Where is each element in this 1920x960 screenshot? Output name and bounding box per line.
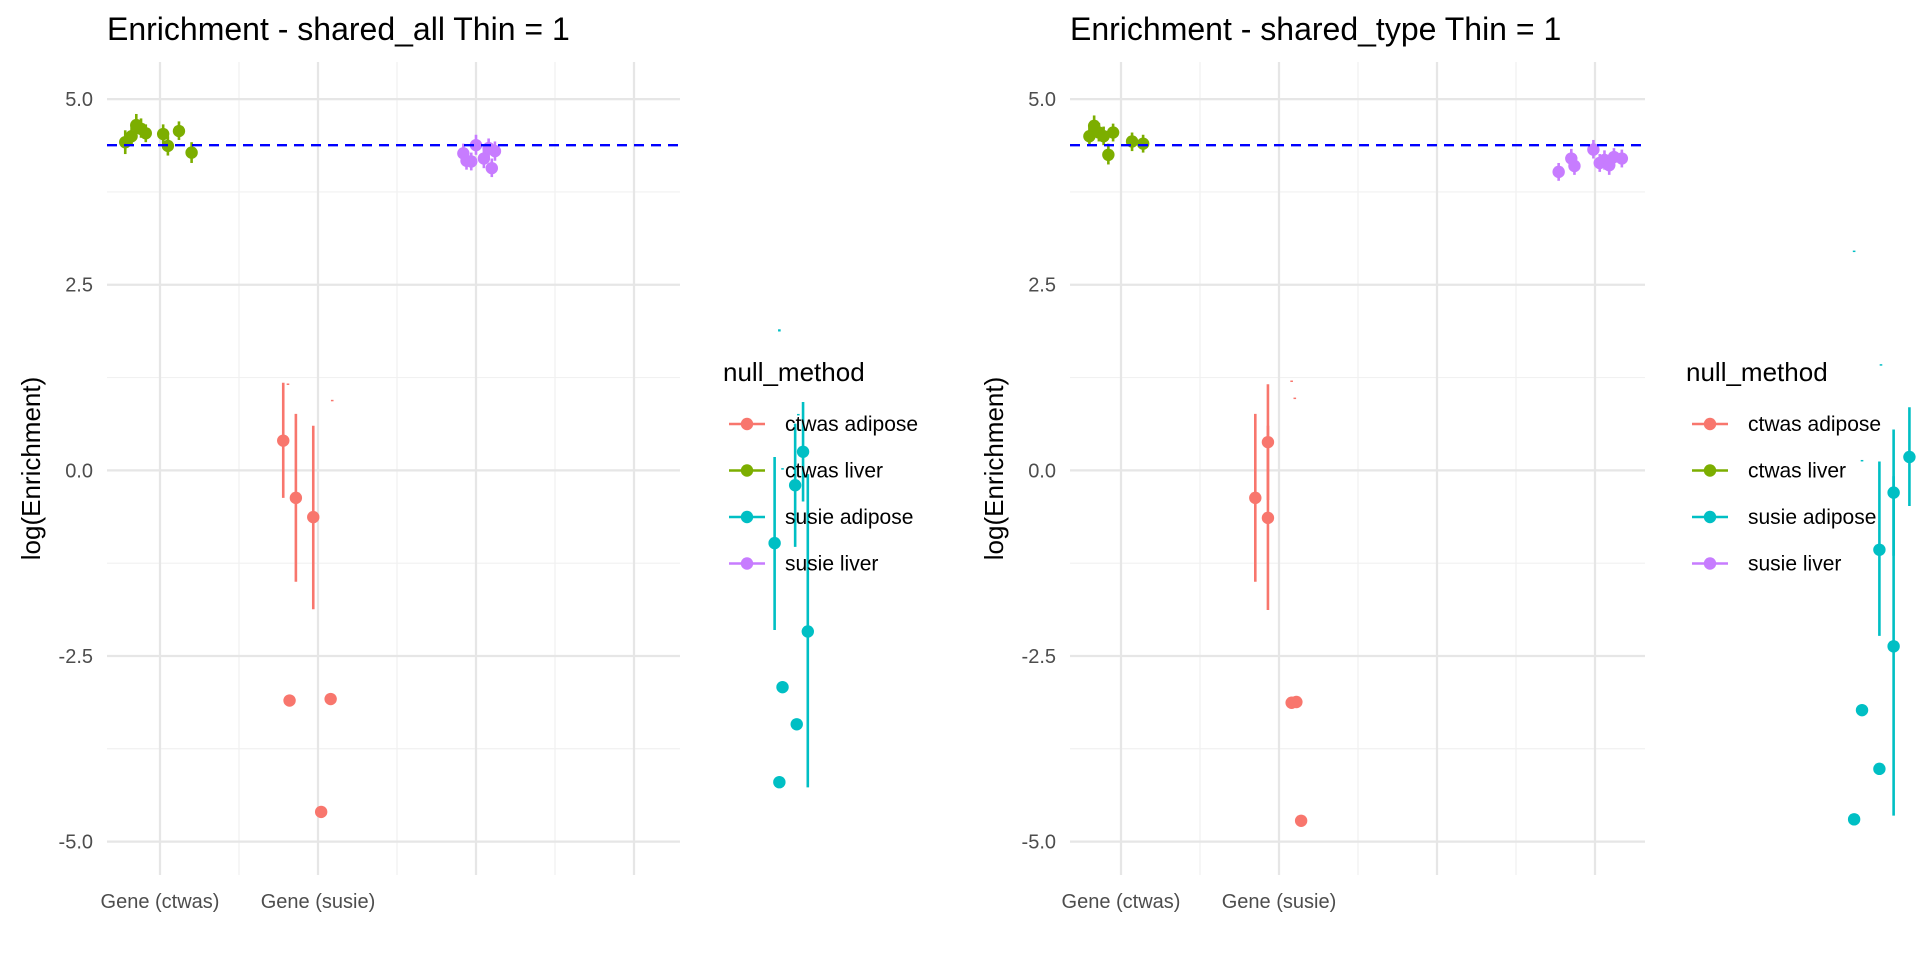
data-point: [477, 152, 491, 165]
legend-key-point: [1703, 464, 1717, 477]
data-point: [1847, 813, 1861, 826]
data-point: [768, 536, 781, 550]
panel-1: 5.0 2.5 0.0 -2.5 -5.0 Gene (ctwas) Gene (susie…: [16, 11, 918, 913]
data-point: [488, 144, 502, 158]
x-tick-label: Gene (susie): [261, 891, 376, 913]
data-point: [790, 718, 803, 731]
legend-item: ctwas liver: [729, 460, 883, 483]
legend-item: ctwas adipose: [729, 413, 918, 436]
data-point: [788, 479, 802, 492]
legend-item: susie adipose: [729, 506, 913, 529]
data-point: [1615, 152, 1629, 165]
data-point: [1097, 130, 1110, 143]
data-point: [1106, 126, 1120, 139]
data-point: [156, 127, 170, 141]
legend-label: susie liver: [1748, 553, 1841, 576]
data-point: [277, 434, 290, 447]
legend-key-point: [1703, 557, 1717, 570]
data-point: [776, 680, 789, 694]
panel-2: 5.0 2.5 0.0 -2.5 -5.0 Gene (ctwas) Gene (susie…: [979, 11, 1916, 913]
legend-key-point: [740, 417, 754, 431]
legend-key-point: [740, 510, 754, 524]
legend-item: susie liver: [729, 553, 878, 576]
data-point: [1294, 814, 1308, 827]
chart-title: Enrichment - shared_type Thin = 1: [1070, 11, 1561, 47]
y-axis-label: log(Enrichment): [16, 377, 46, 561]
data-point: [1873, 762, 1886, 776]
series-susie-liver: [1552, 139, 1629, 181]
series-susie-adipose: [1847, 250, 1916, 826]
series-ctwas-adipose: [1249, 380, 1308, 827]
data-point: [1249, 491, 1262, 505]
data-point: [307, 510, 320, 524]
legend-item: susie adipose: [1692, 506, 1876, 529]
legend-label: susie adipose: [785, 506, 913, 529]
y-tick-label: 0.0: [65, 460, 93, 482]
data-point: [1873, 543, 1886, 556]
y-axis-label: log(Enrichment): [979, 377, 1009, 561]
legend-label: susie liver: [785, 553, 878, 576]
data-point: [139, 127, 152, 140]
series-susie-adipose: [768, 329, 814, 789]
data-point: [485, 161, 498, 175]
y-tick-label: -2.5: [1022, 646, 1056, 668]
legend-key-point: [740, 557, 754, 570]
data-point: [289, 491, 303, 505]
data-point: [469, 138, 483, 152]
data-point: [1136, 137, 1150, 150]
y-tick-label: -5.0: [1022, 832, 1056, 854]
series-ctwas-adipose: [277, 382, 337, 819]
legend-item: ctwas liver: [1692, 460, 1846, 483]
data-point: [465, 155, 478, 168]
x-tick-label: Gene (susie): [1222, 891, 1337, 913]
data-point: [1587, 143, 1600, 156]
series-ctwas-liver: [119, 113, 198, 163]
data-point: [125, 130, 138, 143]
data-point: [185, 146, 198, 159]
y-tick-label: 5.0: [1028, 89, 1056, 111]
data-point: [1903, 450, 1916, 464]
legend-key-point: [1703, 510, 1717, 524]
legend-key-point: [740, 464, 754, 477]
y-tick-label: 5.0: [65, 89, 93, 111]
data-point: [283, 694, 296, 707]
y-tick-label: -5.0: [59, 832, 93, 854]
data-point: [1261, 511, 1275, 525]
series-ctwas-liver: [1083, 115, 1150, 165]
data-point: [796, 445, 810, 458]
legend-item: susie liver: [1692, 553, 1841, 576]
legend-label: ctwas liver: [1748, 460, 1846, 483]
y-tick-label: 0.0: [1028, 460, 1056, 482]
data-point: [1102, 148, 1115, 162]
legend-item: ctwas adipose: [1692, 413, 1881, 436]
legend-title: null_method: [1686, 357, 1828, 387]
data-point: [1552, 165, 1565, 179]
legend-title: null_method: [723, 357, 865, 387]
legend-label: ctwas adipose: [785, 413, 918, 436]
data-point: [324, 692, 337, 706]
legend-key-point: [1703, 417, 1717, 431]
chart-title: Enrichment - shared_all Thin = 1: [107, 11, 570, 47]
data-point: [1083, 130, 1096, 143]
legend-label: ctwas liver: [785, 460, 883, 483]
series-susie-liver: [457, 134, 502, 178]
y-tick-label: 2.5: [1028, 275, 1056, 297]
x-tick-label: Gene (ctwas): [1062, 891, 1181, 913]
data-point: [1568, 159, 1581, 173]
x-tick-label: Gene (ctwas): [101, 891, 220, 913]
y-tick-label: -2.5: [59, 646, 93, 668]
y-tick-label: 2.5: [65, 275, 93, 297]
data-point: [172, 124, 186, 138]
data-point: [1887, 640, 1900, 653]
data-point: [1290, 695, 1303, 709]
data-point: [1855, 703, 1869, 717]
legend-label: ctwas adipose: [1748, 413, 1881, 436]
legend-label: susie adipose: [1748, 506, 1876, 529]
data-point: [773, 775, 786, 789]
data-point: [314, 805, 328, 819]
data-point: [801, 625, 814, 638]
